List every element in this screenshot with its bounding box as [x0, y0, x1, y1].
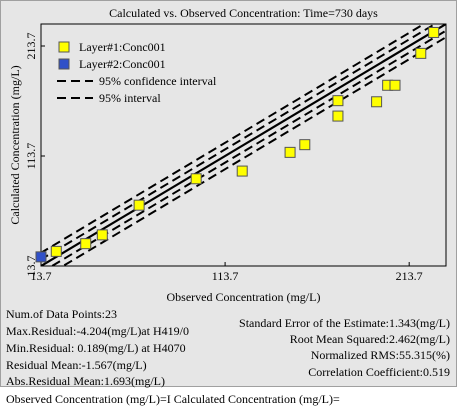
stat-max-residual: Max.Residual:-4.204(mg/L)at H419/0 [6, 324, 189, 338]
stat-std-error: Standard Error of the Estimate:1.343(mg/… [239, 316, 450, 330]
prediction-interval-line [61, 36, 446, 266]
legend-label-line-1: 95% confidence interval [99, 74, 217, 88]
chart-panel: Calculated vs. Observed Concentration: T… [0, 0, 457, 388]
layer2-point [35, 251, 47, 263]
x-tick-label: 13.7 [31, 269, 52, 283]
layer1-point [389, 79, 401, 91]
y-tick-label: 213.7 [24, 33, 38, 60]
x-tick-label: 113.7 [212, 269, 239, 283]
stat-correlation: Correlation Coefficient:0.519 [308, 365, 450, 379]
layer1-point [284, 146, 296, 158]
layer1-point [371, 96, 383, 108]
y-tick-label: 13.7 [24, 256, 38, 277]
layer1-point [50, 245, 62, 257]
prediction-interval-line [41, 24, 426, 254]
confidence-interval-line [41, 24, 437, 261]
layer1-point [96, 229, 108, 241]
y-axis-label: Calculated Concentration (mg/L) [8, 65, 22, 224]
stat-min-residual: Min.Residual: 0.189(mg/L) at H4070 [6, 341, 186, 355]
layer1-point [236, 165, 248, 177]
layer1-point [299, 139, 311, 151]
scatter-chart: Calculated vs. Observed Concentration: T… [8, 6, 447, 304]
stat-normalized-rms: Normalized RMS:55.315(%) [310, 348, 450, 362]
layer1-point [133, 199, 145, 211]
layer1-point [80, 238, 92, 250]
x-tick-label: 213.7 [396, 269, 423, 283]
legend-label-2: Layer#2:Conc001 [79, 57, 166, 71]
x-axis-label: Observed Concentration (mg/L) [167, 290, 321, 304]
layer1-point [190, 173, 202, 185]
stat-num-points: Num.of Data Points:23 [6, 307, 117, 321]
stat-rms: Root Mean Squared:2.462(mg/L) [289, 332, 450, 346]
chart-title: Calculated vs. Observed Concentration: T… [109, 6, 378, 20]
legend-label-line-2: 95% interval [99, 91, 161, 105]
layer1-point [428, 26, 440, 38]
legend-marker-2 [58, 58, 70, 70]
footer-text: Observed Concentration (mg/L)=I Calculat… [6, 392, 340, 406]
y-tick-label: 113.7 [24, 143, 38, 170]
stat-residual-mean: Residual Mean:-1.567(mg/L) [6, 358, 147, 372]
layer1-point [415, 47, 427, 59]
layer1-point [332, 110, 344, 122]
legend-label-1: Layer#1:Conc001 [79, 40, 166, 54]
stat-abs-residual-mean: Abs.Residual Mean:1.693(mg/L) [6, 374, 165, 388]
legend-marker-1 [58, 41, 70, 53]
layer1-point [332, 95, 344, 107]
